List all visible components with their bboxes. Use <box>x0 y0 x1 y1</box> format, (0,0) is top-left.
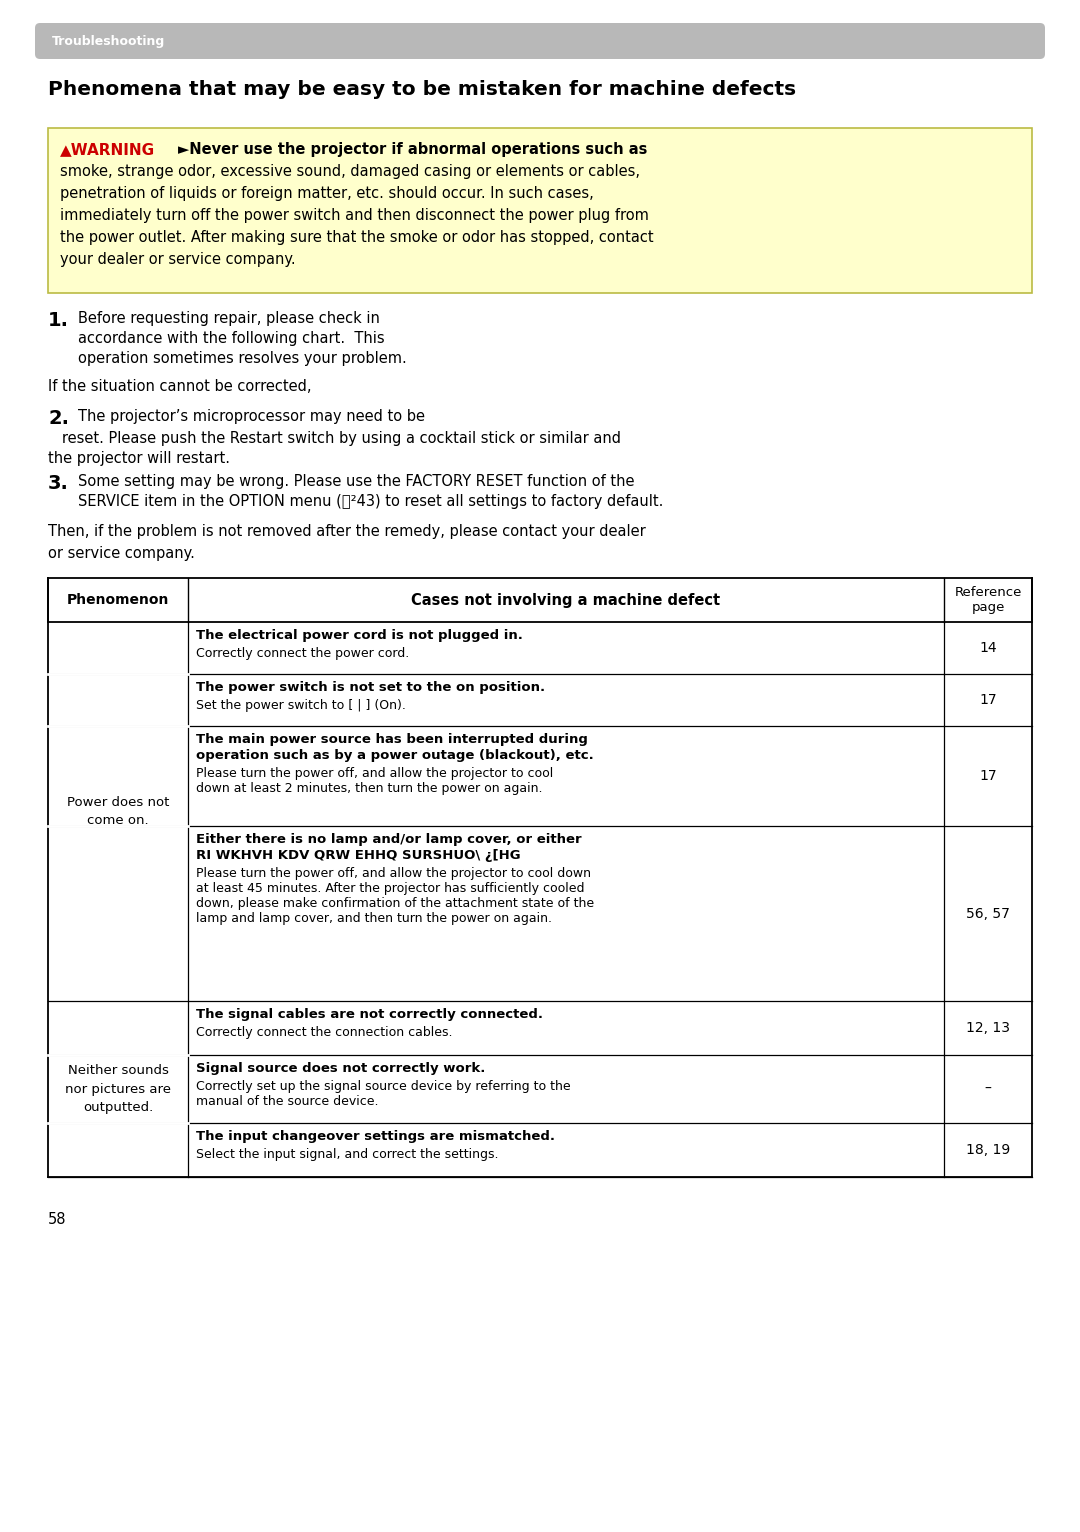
Text: Correctly connect the connection cables.: Correctly connect the connection cables. <box>195 1026 453 1039</box>
Text: Either there is no lamp and/or lamp cover, or either: Either there is no lamp and/or lamp cove… <box>195 833 582 846</box>
Text: 17: 17 <box>980 769 997 783</box>
Text: or service company.: or service company. <box>48 545 194 561</box>
Text: Some setting may be wrong. Please use the FACTORY RESET function of the: Some setting may be wrong. Please use th… <box>78 473 635 489</box>
Text: If the situation cannot be corrected,: If the situation cannot be corrected, <box>48 378 311 394</box>
Text: The electrical power cord is not plugged in.: The electrical power cord is not plugged… <box>195 630 523 642</box>
Text: Please turn the power off, and allow the projector to cool: Please turn the power off, and allow the… <box>195 768 553 780</box>
Text: immediately turn off the power switch and then disconnect the power plug from: immediately turn off the power switch an… <box>60 208 649 224</box>
Text: –: – <box>985 1082 991 1095</box>
Text: Correctly set up the signal source device by referring to the: Correctly set up the signal source devic… <box>195 1080 570 1092</box>
Text: 17: 17 <box>980 692 997 706</box>
Text: The projector’s microprocessor may need to be: The projector’s microprocessor may need … <box>78 409 426 424</box>
Text: 3.: 3. <box>48 473 69 493</box>
Text: manual of the source device.: manual of the source device. <box>195 1095 378 1108</box>
Text: 1.: 1. <box>48 311 69 329</box>
Text: ►Never use the projector if abnormal operations such as: ►Never use the projector if abnormal ope… <box>178 142 647 156</box>
Text: operation sometimes resolves your problem.: operation sometimes resolves your proble… <box>78 351 407 366</box>
Text: penetration of liquids or foreign matter, etc. should occur. In such cases,: penetration of liquids or foreign matter… <box>60 185 594 201</box>
Text: reset. Please push the Restart switch by using a cocktail stick or similar and: reset. Please push the Restart switch by… <box>48 430 621 446</box>
Text: 58: 58 <box>48 1212 67 1227</box>
Text: The signal cables are not correctly connected.: The signal cables are not correctly conn… <box>195 1008 543 1020</box>
Text: accordance with the following chart.  This: accordance with the following chart. Thi… <box>78 331 384 346</box>
Text: the projector will restart.: the projector will restart. <box>48 450 230 466</box>
Text: Correctly connect the power cord.: Correctly connect the power cord. <box>195 647 409 660</box>
Text: The power switch is not set to the on position.: The power switch is not set to the on po… <box>195 682 545 694</box>
Text: 2.: 2. <box>48 409 69 427</box>
Text: The input changeover settings are mismatched.: The input changeover settings are mismat… <box>195 1131 555 1143</box>
Text: Reference
page: Reference page <box>955 585 1022 614</box>
Text: down at least 2 minutes, then turn the power on again.: down at least 2 minutes, then turn the p… <box>195 781 542 795</box>
Text: Phenomenon: Phenomenon <box>67 593 170 607</box>
Text: The main power source has been interrupted during: The main power source has been interrupt… <box>195 732 588 746</box>
Text: Then, if the problem is not removed after the remedy, please contact your dealer: Then, if the problem is not removed afte… <box>48 524 646 539</box>
Text: down, please make confirmation of the attachment state of the: down, please make confirmation of the at… <box>195 898 594 910</box>
Text: Cases not involving a machine defect: Cases not involving a machine defect <box>411 593 720 608</box>
FancyBboxPatch shape <box>35 23 1045 60</box>
Text: Set the power switch to [ | ] (On).: Set the power switch to [ | ] (On). <box>195 699 406 712</box>
Text: operation such as by a power outage (blackout), etc.: operation such as by a power outage (bla… <box>195 749 594 761</box>
Text: Please turn the power off, and allow the projector to cool down: Please turn the power off, and allow the… <box>195 867 591 879</box>
Text: the power outlet. After making sure that the smoke or odor has stopped, contact: the power outlet. After making sure that… <box>60 230 653 245</box>
Text: 12, 13: 12, 13 <box>966 1020 1010 1036</box>
Text: Power does not
come on.: Power does not come on. <box>67 797 170 827</box>
Text: smoke, strange odor, excessive sound, damaged casing or elements or cables,: smoke, strange odor, excessive sound, da… <box>60 164 640 179</box>
Text: 14: 14 <box>980 640 997 656</box>
Text: lamp and lamp cover, and then turn the power on again.: lamp and lamp cover, and then turn the p… <box>195 912 552 925</box>
Text: 18, 19: 18, 19 <box>966 1143 1010 1157</box>
Text: Before requesting repair, please check in: Before requesting repair, please check i… <box>78 311 380 326</box>
Text: Select the input signal, and correct the settings.: Select the input signal, and correct the… <box>195 1147 499 1161</box>
Text: SERVICE item in the OPTION menu (⍃²43) to reset all settings to factory default.: SERVICE item in the OPTION menu (⍃²43) t… <box>78 493 663 509</box>
Text: ▲WARNING: ▲WARNING <box>60 142 156 156</box>
Text: Neither sounds
nor pictures are
outputted.: Neither sounds nor pictures are outputte… <box>65 1065 171 1114</box>
Text: 56, 57: 56, 57 <box>967 907 1010 921</box>
Bar <box>48 129 1032 293</box>
Text: RI WKHVH KDV QRW EHHQ SURSHUO\ ¿[HG: RI WKHVH KDV QRW EHHQ SURSHUO\ ¿[HG <box>195 849 521 863</box>
Text: at least 45 minutes. After the projector has sufficiently cooled: at least 45 minutes. After the projector… <box>195 882 584 895</box>
Text: Signal source does not correctly work.: Signal source does not correctly work. <box>195 1062 485 1075</box>
Text: Phenomena that may be easy to be mistaken for machine defects: Phenomena that may be easy to be mistake… <box>48 80 796 100</box>
Text: Troubleshooting: Troubleshooting <box>52 35 165 47</box>
Text: your dealer or service company.: your dealer or service company. <box>60 251 296 267</box>
